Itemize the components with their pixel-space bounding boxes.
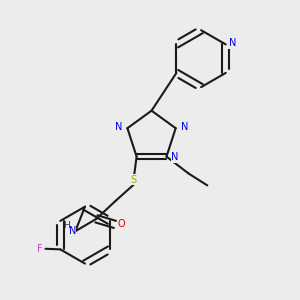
Text: N: N: [181, 122, 188, 132]
Text: N: N: [115, 122, 122, 132]
Text: N: N: [68, 226, 76, 236]
Text: S: S: [130, 175, 136, 185]
Text: N: N: [172, 152, 179, 162]
Text: O: O: [118, 219, 126, 230]
Text: N: N: [229, 38, 236, 49]
Text: H: H: [63, 221, 69, 230]
Text: F: F: [37, 244, 43, 254]
